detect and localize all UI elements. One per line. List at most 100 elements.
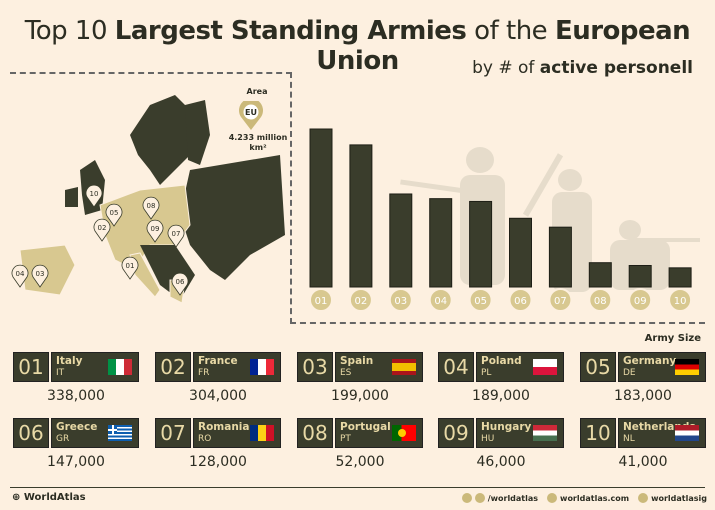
country-code: PL <box>481 368 492 378</box>
brand-name: WorldAtlas <box>23 492 86 503</box>
rank-number: 02 <box>155 352 191 382</box>
country-label-box: Greece GR <box>51 418 139 448</box>
youtube-icon[interactable] <box>461 493 472 503</box>
country-code: FR <box>198 368 210 378</box>
map-pin-03: 03 <box>31 264 49 288</box>
bar-label-badge <box>548 288 573 312</box>
flag-icon <box>533 359 557 375</box>
title-part: Largest Standing Armies <box>114 16 467 46</box>
country-card-it: 01 Italy IT <box>13 352 139 382</box>
bar-label-badge <box>388 288 413 312</box>
europe-map: 01 02 03 04 05 06 07 08 09 10 <box>11 95 285 304</box>
country-name: France <box>198 355 238 367</box>
bar-chart: 01 02 03 04 05 06 07 08 09 10 <box>309 128 700 312</box>
map-pin-label: 05 <box>110 209 119 217</box>
country-name: Spain <box>340 355 374 367</box>
bar-01 <box>309 128 333 288</box>
map-pin-label: 09 <box>151 225 160 233</box>
bar-06 <box>509 217 532 288</box>
army-size-value: 52,000 <box>335 454 385 470</box>
web-icon[interactable] <box>547 493 558 503</box>
country-card-ro: 07 Romania RO <box>155 418 281 448</box>
bar-label-badge <box>468 288 493 312</box>
title-part: Top 10 <box>24 16 115 46</box>
map-finland <box>185 100 210 165</box>
subtitle: by # of active personell <box>472 58 693 78</box>
army-size-value: 199,000 <box>331 388 389 404</box>
map-pin-10: 10 <box>85 184 103 208</box>
map-pin-01: 01 <box>121 256 139 280</box>
country-name: Romania <box>198 421 250 433</box>
bar-tick-label: 06 <box>514 296 527 307</box>
footer-divider <box>10 487 705 488</box>
country-card-es: 03 Spain ES <box>297 352 423 382</box>
facebook-link[interactable]: /worldatlas <box>487 493 539 503</box>
worldatlas-logo[interactable]: ⊕ WorldAtlas <box>12 492 86 503</box>
map-pin-label: 01 <box>126 262 135 270</box>
map-pin-label: 03 <box>36 270 45 278</box>
instagram-icon[interactable] <box>638 493 649 503</box>
bar-label-badge <box>508 288 533 312</box>
country-code: DE <box>623 368 636 378</box>
country-card-pt: 08 Portugal PT <box>297 418 423 448</box>
bar-label-badge <box>309 288 333 312</box>
map-ireland <box>65 187 78 207</box>
instagram-link[interactable]: worldatlasig <box>651 493 707 503</box>
map-pin-label: 04 <box>16 270 25 278</box>
bar-tick-label: 07 <box>554 296 567 307</box>
rank-number: 01 <box>13 352 49 382</box>
country-name: Italy <box>56 355 83 367</box>
country-code: NL <box>623 434 635 444</box>
rank-number: 07 <box>155 418 191 448</box>
country-card-pl: 04 Poland PL <box>438 352 564 382</box>
bar-tick-label: 08 <box>594 296 607 307</box>
country-label-box: France FR <box>193 352 281 382</box>
country-name: Portugal <box>340 421 391 433</box>
flag-icon <box>108 359 132 375</box>
rank-number: 04 <box>438 352 474 382</box>
country-card-nl: 10 Netherlands NL <box>580 418 706 448</box>
country-label-box: Poland PL <box>476 352 564 382</box>
area-value: 4.233 million km² <box>226 133 290 153</box>
country-label-box: Romania RO <box>193 418 281 448</box>
website-link[interactable]: worldatlas.com <box>560 493 630 503</box>
bar-label-badge <box>628 288 653 312</box>
map-pin-label: 10 <box>90 190 99 198</box>
country-name: Greece <box>56 421 98 433</box>
country-card-fr: 02 France FR <box>155 352 281 382</box>
country-card-hu: 09 Hungary HU <box>438 418 564 448</box>
rank-number: 05 <box>580 352 616 382</box>
country-code: ES <box>340 368 352 378</box>
facebook-icon[interactable] <box>474 493 485 503</box>
flag-icon <box>675 425 699 441</box>
area-value-unit: km² <box>249 143 267 152</box>
bar-label-badge <box>588 288 613 312</box>
bar-04 <box>429 198 453 288</box>
map-pin-label: 08 <box>147 202 156 210</box>
army-size-label: Army Size <box>644 333 701 344</box>
eu-pin-icon: EU <box>239 101 263 130</box>
country-card-gr: 06 Greece GR <box>13 418 139 448</box>
country-code: RO <box>198 434 212 444</box>
bar-tick-label: 01 <box>315 296 328 307</box>
country-name: Germany <box>623 355 677 367</box>
page-title: Top 10 Largest Standing Armies of the Eu… <box>0 16 715 76</box>
bar-tick-label: 09 <box>634 296 647 307</box>
flag-icon <box>108 425 132 441</box>
map-pin-06: 06 <box>171 272 189 296</box>
map-pin-08: 08 <box>142 196 160 220</box>
army-size-value: 46,000 <box>476 454 526 470</box>
map-pin-label: 07 <box>172 230 181 238</box>
bar-label-badge <box>668 288 693 312</box>
globe-icon: ⊕ <box>12 492 24 503</box>
bar-tick-label: 04 <box>434 296 447 307</box>
map-east <box>180 155 285 280</box>
bar-02 <box>349 144 373 288</box>
bar-tick-label: 10 <box>674 296 687 307</box>
rank-number: 10 <box>580 418 616 448</box>
bar-10 <box>668 267 692 288</box>
bar-05 <box>469 200 493 288</box>
map-pin-label: 02 <box>98 224 107 232</box>
bar-09 <box>628 264 652 288</box>
